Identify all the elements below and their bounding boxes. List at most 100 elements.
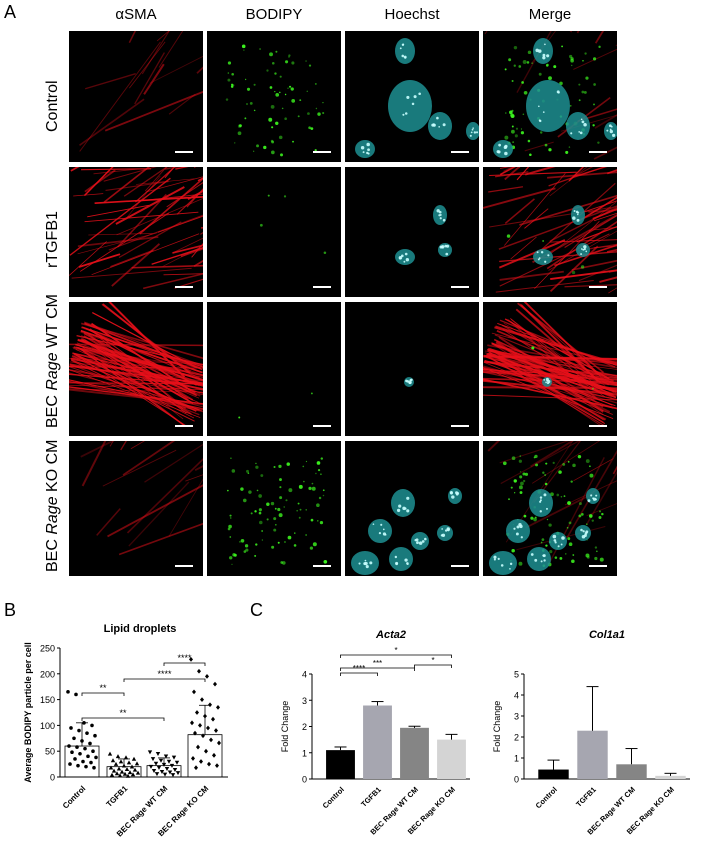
significance-label: **** <box>177 653 192 663</box>
data-point <box>67 744 71 748</box>
significance-bracket <box>163 662 206 666</box>
scale-bar <box>313 151 331 153</box>
bar-2 <box>400 727 429 779</box>
data-point <box>207 761 211 767</box>
chart-title: Lipid droplets <box>104 623 177 635</box>
scale-bar <box>451 565 469 567</box>
data-point <box>201 733 205 739</box>
data-point <box>161 762 167 767</box>
data-point <box>76 763 80 768</box>
data-point <box>91 749 95 753</box>
data-point <box>209 737 213 743</box>
significance-bracket <box>414 664 452 668</box>
scale-bar <box>175 425 193 427</box>
data-point <box>74 692 78 697</box>
data-point <box>80 739 84 743</box>
data-point <box>205 673 209 679</box>
micrograph-control-asma <box>69 31 203 162</box>
column-header-hoechst: Hoechst <box>384 6 440 23</box>
data-point <box>72 736 76 741</box>
y-axis-label: Average BODIPY particle per cell <box>23 642 33 783</box>
y-axis-label: Fold Change <box>492 701 502 753</box>
lipid-droplets-chart: Lipid droplets Average BODIPY particle pe… <box>23 623 228 838</box>
data-point <box>132 767 138 772</box>
data-point <box>107 751 113 756</box>
data-point <box>214 728 218 733</box>
data-point <box>166 759 172 764</box>
scale-bar <box>589 286 607 288</box>
mean-bar <box>146 765 182 778</box>
data-point <box>196 744 200 750</box>
chart-title: Col1a1 <box>589 629 625 641</box>
panel-letter-c: C <box>250 600 263 620</box>
panel-letter-a: A <box>4 2 17 22</box>
panel-letter-b: B <box>4 600 17 620</box>
y-tick-label: 0 <box>302 775 307 785</box>
data-point <box>150 757 156 762</box>
bar-2 <box>616 764 647 779</box>
micrograph-bec-rage-wt-cm-asma <box>69 302 203 436</box>
chart-title: Acta2 <box>375 629 406 641</box>
data-point <box>169 763 175 768</box>
data-point <box>217 740 221 746</box>
data-point <box>70 750 74 755</box>
data-point <box>193 730 197 736</box>
data-point <box>115 754 121 759</box>
data-point <box>203 713 207 719</box>
x-tick-label: Control <box>321 785 346 810</box>
y-tick-label: 0 <box>50 773 55 783</box>
data-point <box>66 690 70 694</box>
data-point <box>108 765 114 770</box>
micrograph-control-bodipy <box>207 31 341 162</box>
data-point <box>156 765 162 770</box>
scale-bar <box>589 151 607 153</box>
data-point <box>206 725 210 731</box>
micrograph-control-merge <box>483 31 617 162</box>
data-point <box>89 760 93 765</box>
y-axis-label: Fold Change <box>280 701 290 753</box>
data-point <box>134 761 140 766</box>
data-point <box>121 763 127 768</box>
significance-label: **** <box>157 669 172 679</box>
y-tick-label: 5 <box>514 670 519 680</box>
y-tick-label: 4 <box>514 691 519 701</box>
significance-bracket <box>340 667 415 671</box>
data-point <box>111 768 117 773</box>
data-point <box>190 720 194 726</box>
data-point <box>159 770 165 775</box>
data-point <box>75 745 79 749</box>
scale-bar <box>175 565 193 567</box>
significance-label: * <box>431 656 434 665</box>
data-point <box>68 762 72 766</box>
data-point <box>88 741 92 746</box>
significance-bracket <box>81 692 125 696</box>
data-point <box>83 746 87 751</box>
data-point <box>129 764 135 769</box>
data-point <box>109 772 115 777</box>
data-point <box>73 757 77 761</box>
y-tick-label: 200 <box>40 669 55 679</box>
data-point <box>126 760 132 765</box>
bar-1 <box>363 705 392 779</box>
data-point <box>212 752 216 758</box>
micrograph-bec-rage-ko-cm-merge <box>483 441 617 576</box>
scale-bar <box>175 286 193 288</box>
data-point <box>216 704 220 710</box>
row-label-bec-rage-wt-cm: BEC Rage WT CM <box>44 294 61 428</box>
scale-bar <box>313 425 331 427</box>
y-tick-label: 2 <box>302 722 307 732</box>
x-tick-label: TGFB1 <box>359 785 383 809</box>
bar-1 <box>577 730 608 779</box>
data-point <box>171 755 177 760</box>
data-point <box>208 702 212 708</box>
data-point <box>199 759 203 764</box>
data-point <box>86 754 90 759</box>
y-tick-label: 0 <box>514 775 519 785</box>
significance-label: **** <box>353 664 365 673</box>
scale-bar <box>451 286 469 288</box>
micrograph-bec-rage-ko-cm-hoechst <box>345 441 479 576</box>
data-point <box>69 726 73 730</box>
data-point <box>170 773 176 778</box>
data-point <box>200 697 204 702</box>
y-tick-label: 2 <box>514 733 519 743</box>
